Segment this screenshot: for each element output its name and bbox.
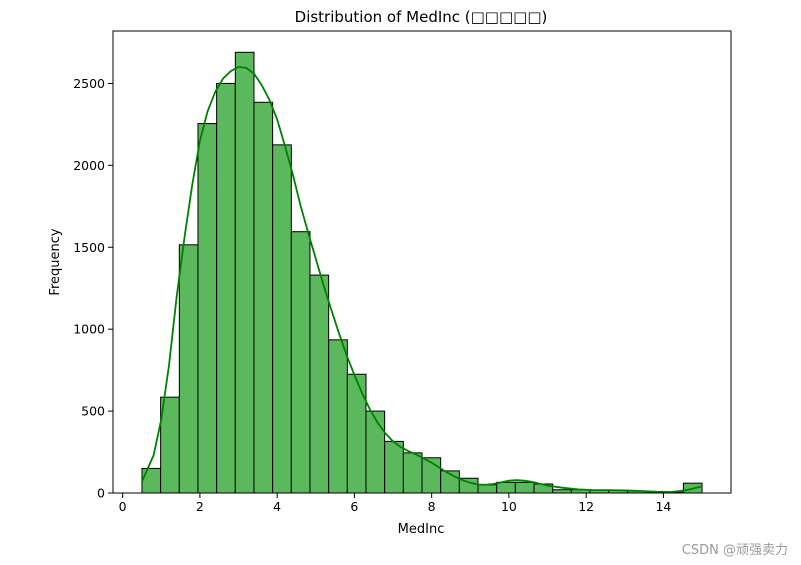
x-axis-title: MedInc [398, 522, 445, 537]
y-tick-label: 1500 [73, 240, 105, 255]
histogram-bar [216, 82, 236, 494]
y-tick-label: 1000 [73, 322, 105, 337]
y-axis-ticks: 0 500 1000 1500 2000 2500 [73, 76, 113, 501]
histogram-bar [141, 467, 162, 494]
y-tick-label: 500 [81, 404, 105, 419]
y-tick-label: 0 [97, 486, 105, 501]
watermark-text: CSDN @顽强卖力 [682, 543, 788, 558]
x-tick-label: 8 [428, 499, 436, 514]
histogram-bar [328, 339, 348, 494]
histogram-bar [272, 144, 292, 494]
y-axis-title: Frequency [48, 228, 63, 295]
chart-title: Distribution of MedInc (□□□□□) [295, 8, 548, 26]
histogram-bar [477, 484, 498, 494]
y-tick-label: 2500 [73, 76, 105, 91]
plot-frame [112, 30, 732, 494]
histogram-bar [514, 481, 535, 494]
histogram-bar [346, 373, 367, 494]
histogram-bar [197, 123, 218, 494]
histogram-bar [496, 481, 516, 494]
x-tick-label: 10 [501, 499, 517, 514]
x-tick-label: 0 [119, 499, 127, 514]
x-axis-ticks: 0 2 4 6 8 10 12 14 [119, 493, 671, 514]
histogram-bar [178, 244, 199, 494]
x-tick-label: 12 [578, 499, 594, 514]
x-tick-label: 4 [273, 499, 281, 514]
histogram-bar [365, 410, 386, 494]
histogram-bar [309, 274, 330, 494]
y-tick-label: 2000 [73, 158, 105, 173]
histogram-bar [290, 231, 311, 494]
histogram-bars [141, 51, 703, 494]
kde-curve [141, 66, 703, 493]
x-tick-label: 14 [655, 499, 671, 514]
x-tick-label: 2 [196, 499, 204, 514]
histogram-bar [253, 101, 274, 494]
x-tick-label: 6 [350, 499, 358, 514]
histogram-bar [402, 452, 423, 494]
histogram-bar [384, 440, 404, 494]
histogram-bar [234, 51, 255, 494]
histogram-bar [160, 396, 180, 494]
